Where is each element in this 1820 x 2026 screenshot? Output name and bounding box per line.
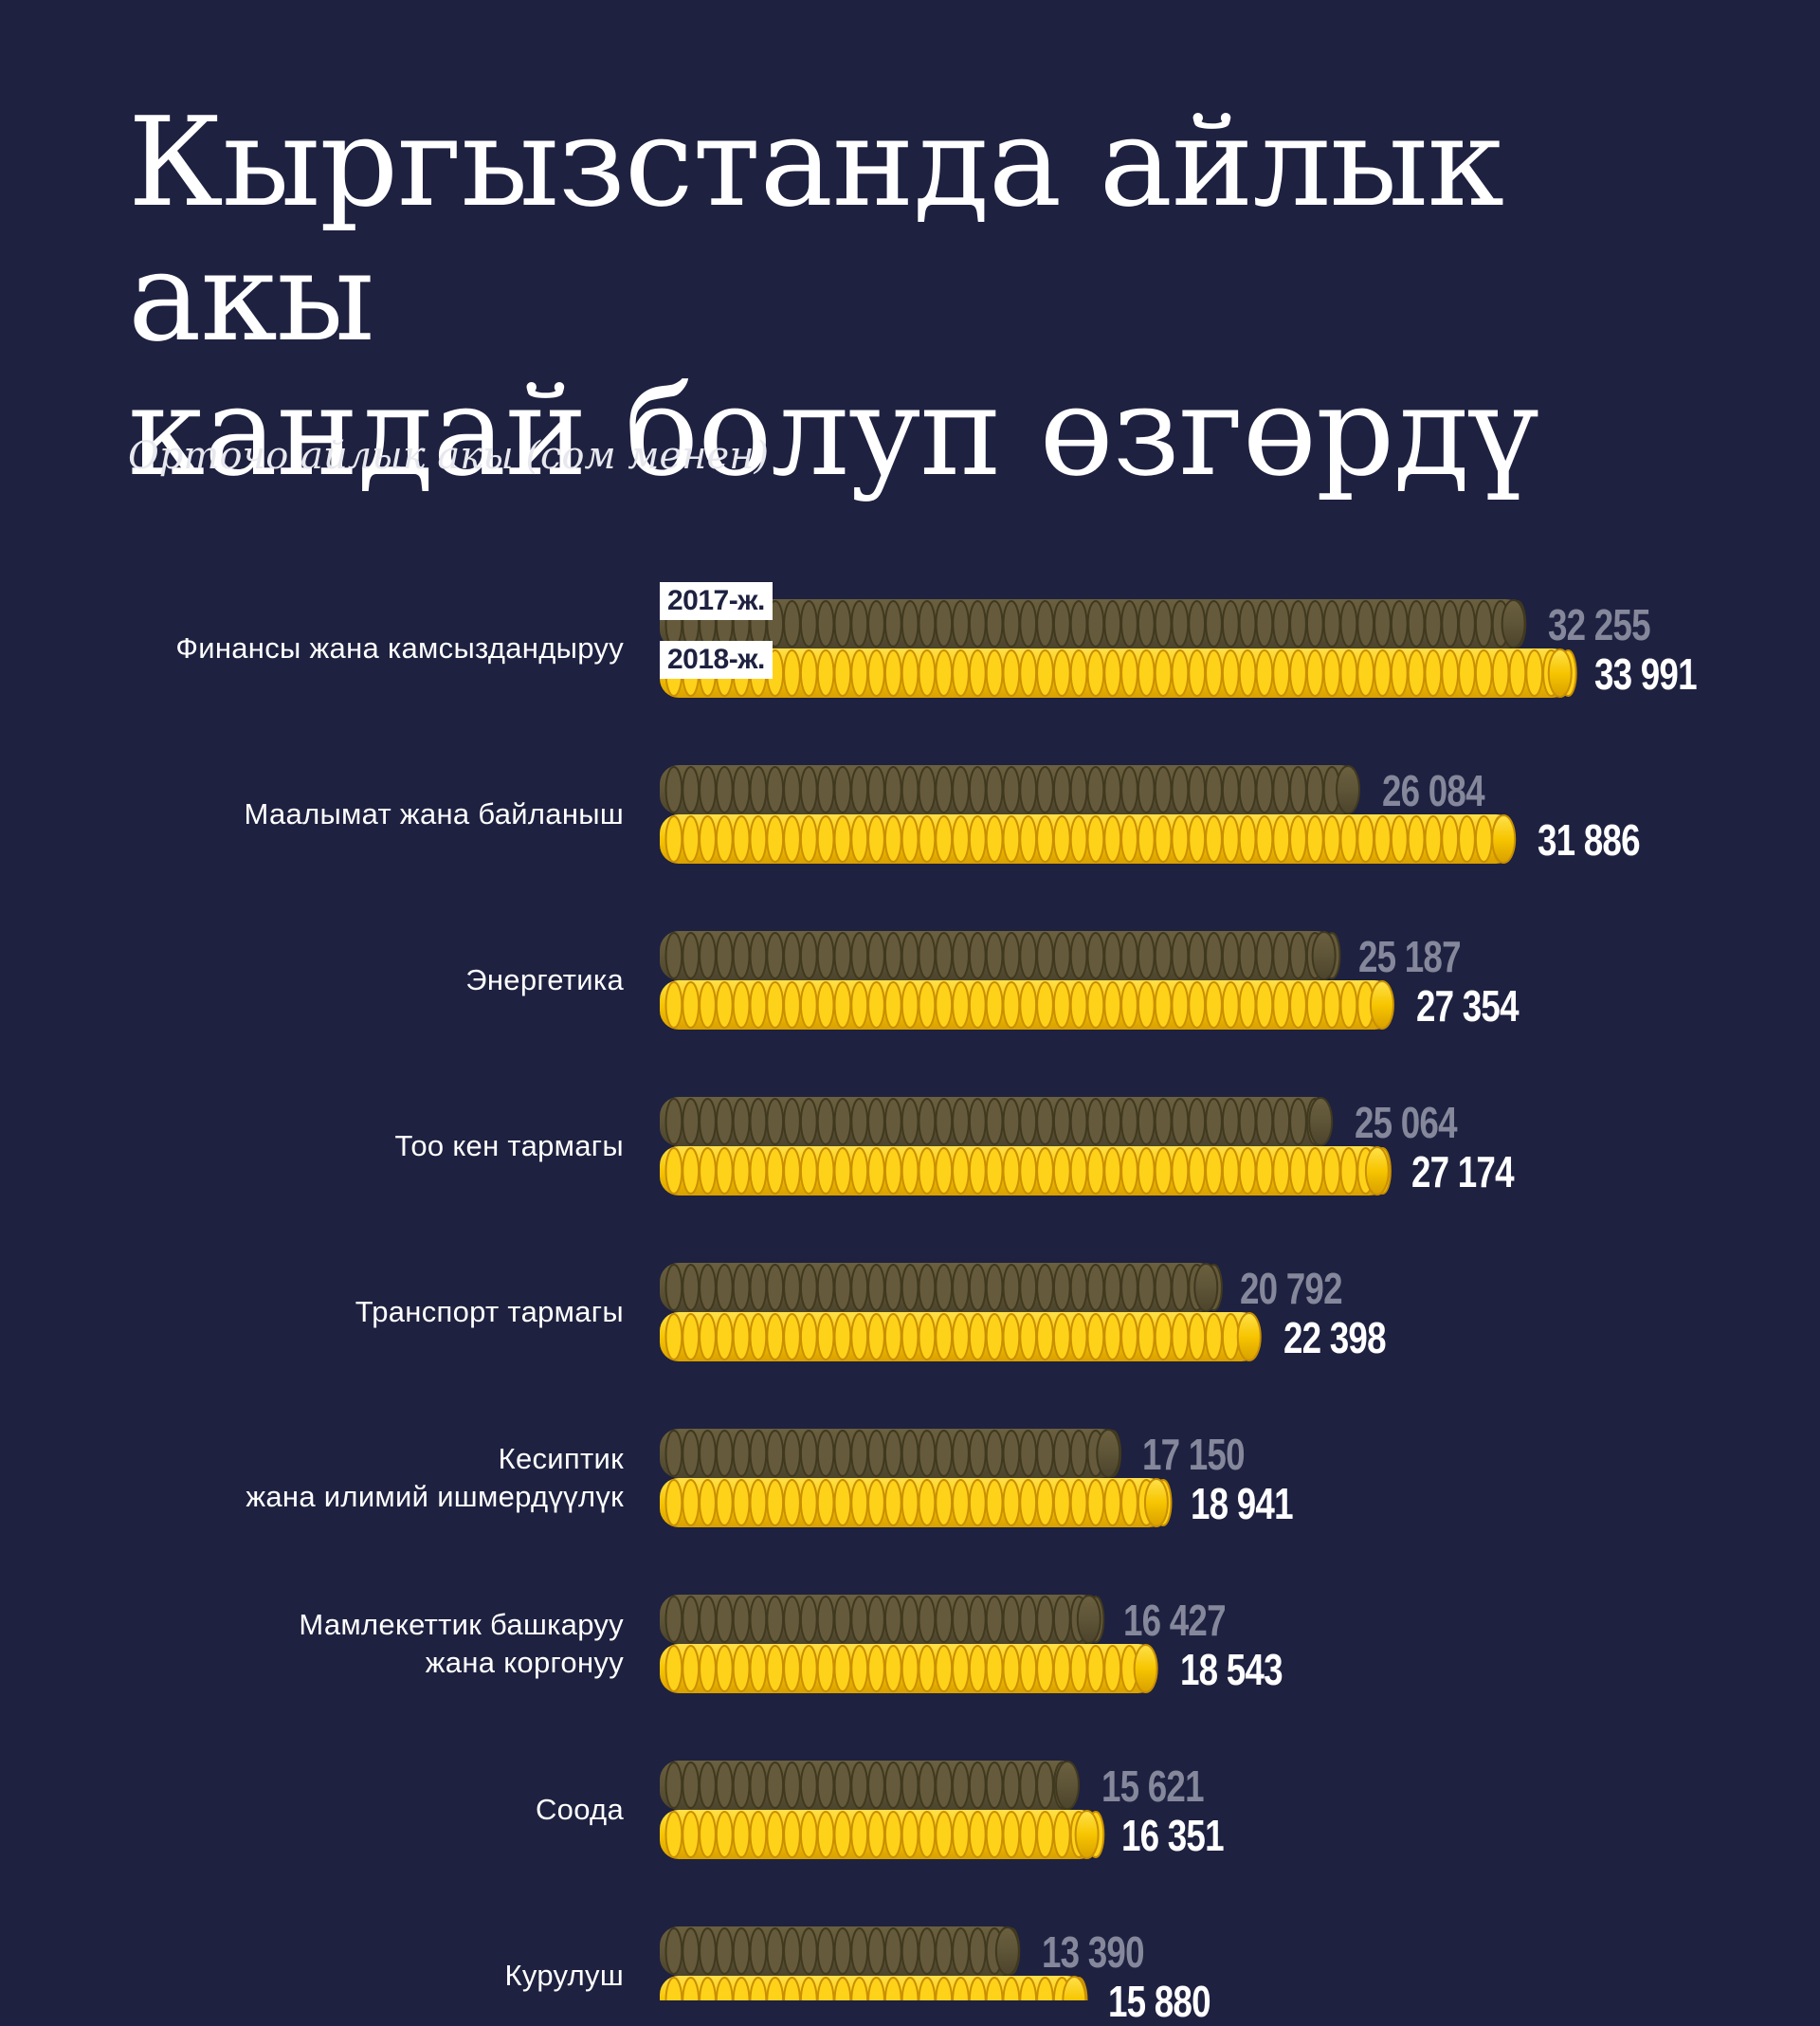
category-label: Тоо кен тармагы — [394, 1129, 624, 1162]
legend-tag-2017: 2017-ж. — [660, 582, 773, 620]
bar-2018 — [660, 1146, 1392, 1196]
value-label-2017: 16 427 — [1122, 1596, 1227, 1645]
value-label-2018: 27 354 — [1415, 981, 1520, 1031]
value-label-2017: 26 084 — [1382, 766, 1485, 815]
value-label-2018: 18 941 — [1190, 1479, 1294, 1528]
category-label: Маалымат жана байланыш — [244, 797, 624, 830]
bar-2018 — [660, 1810, 1105, 1859]
category-label: Соода — [535, 1793, 624, 1826]
value-label-2017: 25 187 — [1357, 932, 1462, 981]
bar-2018 — [660, 980, 1394, 1030]
category-label: Мамлекеттик башкаруу жана коргонуу — [299, 1608, 624, 1679]
value-label-2017: 13 390 — [1041, 1927, 1145, 1977]
value-label-2018: 16 351 — [1120, 1811, 1225, 1860]
value-label-2017: 25 064 — [1355, 1098, 1458, 1147]
category-label: Курулуш — [504, 1959, 624, 1992]
value-label-2017: 32 255 — [1547, 600, 1651, 649]
bar-2018 — [660, 1478, 1173, 1527]
bar-2018 — [660, 648, 1577, 698]
bar-2017 — [660, 1429, 1122, 1478]
chart-subtitle: Орточо айлык акы (сом менен) — [128, 434, 770, 478]
bar-2017 — [660, 1761, 1080, 1810]
value-label-2018: 18 543 — [1179, 1645, 1283, 1694]
category-label: Транспорт тармагы — [355, 1295, 624, 1328]
bar-2018 — [660, 1644, 1158, 1693]
bar-2017 — [660, 1097, 1334, 1146]
bar-2018 — [660, 1312, 1262, 1361]
value-label-2017: 20 792 — [1240, 1264, 1343, 1313]
category-label: Кесиптик жана илимий ишмердүүлүк — [246, 1442, 624, 1513]
title-line-2: кандай болуп өзгөрдү — [128, 359, 1538, 503]
legend-tag-2018: 2018-ж. — [660, 641, 773, 679]
value-label-2018: 15 880 — [1108, 1977, 1211, 2026]
category-label: Энергетика — [465, 963, 624, 996]
bar-2017 — [660, 931, 1341, 980]
value-label-2018: 33 991 — [1593, 649, 1698, 699]
title-line-1: Кыргызстанда айлык акы — [128, 90, 1504, 369]
category-label: Финансы жана камсыздандыруу — [175, 631, 624, 665]
bar-2017 — [660, 765, 1361, 814]
page-title: Кыргызстанда айлык акы кандай болуп өзгө… — [128, 95, 1739, 499]
bar-2018 — [660, 814, 1517, 864]
bar-2017 — [660, 1595, 1105, 1644]
value-label-2018: 27 174 — [1410, 1147, 1515, 1196]
value-label-2017: 17 150 — [1142, 1430, 1246, 1479]
bar-2018 — [660, 1976, 1088, 2000]
bar-2017 — [660, 599, 1527, 648]
value-label-2018: 22 398 — [1283, 1313, 1387, 1362]
bar-2017 — [660, 1263, 1223, 1312]
value-label-2018: 31 886 — [1538, 815, 1641, 865]
value-label-2017: 15 621 — [1101, 1761, 1205, 1811]
bar-2017 — [660, 1926, 1021, 1976]
